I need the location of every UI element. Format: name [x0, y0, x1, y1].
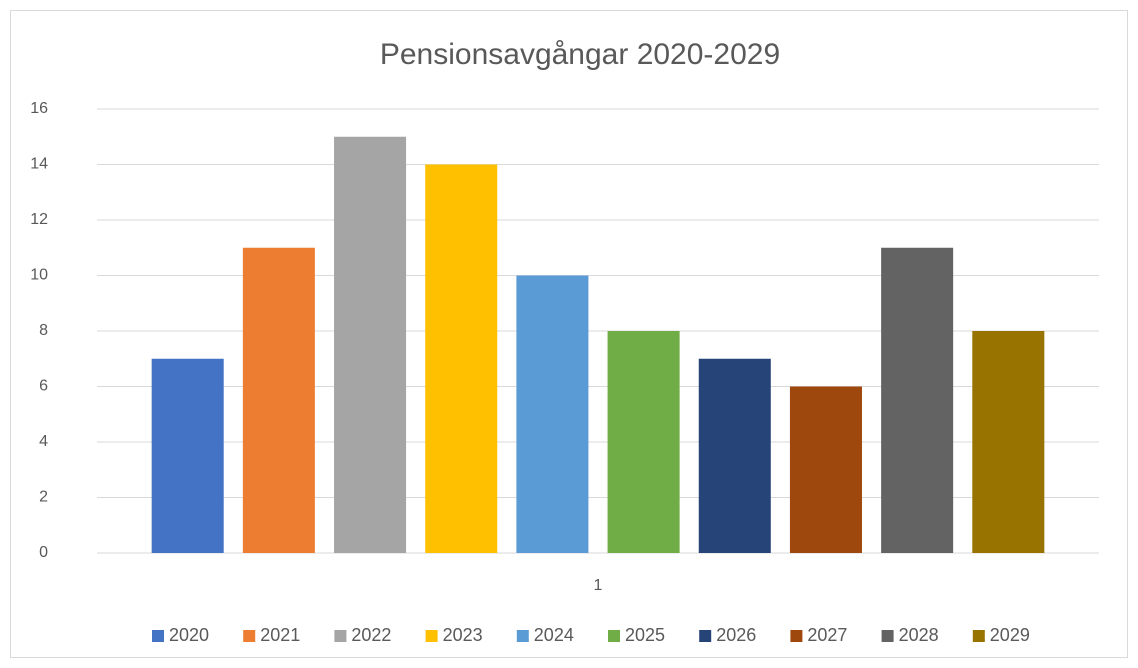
- legend-swatch: [516, 630, 529, 642]
- y-tick-label: 6: [39, 378, 48, 395]
- bar: [242, 247, 315, 553]
- bar: [881, 247, 954, 553]
- legend-swatch: [243, 630, 256, 642]
- bar: [972, 331, 1045, 553]
- y-tick-label: 8: [39, 322, 48, 339]
- legend-swatch: [608, 630, 620, 642]
- y-tick-label: 0: [39, 544, 48, 561]
- legend-swatch: [152, 630, 164, 642]
- legend-label: 2023: [443, 625, 483, 645]
- legend-label: 2025: [625, 625, 665, 645]
- legend-label: 2027: [807, 625, 847, 645]
- legend-swatch: [699, 630, 712, 642]
- legend-label: 2028: [899, 625, 939, 645]
- legend-label: 2021: [260, 625, 300, 645]
- legend-swatch: [334, 630, 347, 642]
- bar: [334, 136, 407, 553]
- bar: [698, 358, 771, 553]
- legend-swatch: [425, 630, 438, 642]
- legend-label: 2024: [534, 625, 574, 645]
- legend-label: 2029: [990, 625, 1030, 645]
- y-tick-label: 4: [39, 433, 48, 450]
- legend-label: 2022: [351, 625, 391, 645]
- y-tick-label: 12: [30, 211, 48, 228]
- bar: [789, 386, 862, 553]
- y-tick-label: 14: [30, 156, 48, 173]
- y-tick-label: 10: [30, 267, 48, 284]
- legend-swatch: [972, 630, 985, 642]
- bar: [607, 331, 680, 553]
- legend-label: 2026: [716, 625, 756, 645]
- chart-title: Pensionsavgångar 2020-2029: [380, 38, 780, 71]
- x-tick-label: 1: [594, 577, 603, 594]
- bar: [516, 275, 589, 553]
- y-tick-label: 2: [39, 489, 48, 506]
- y-tick-label: 16: [30, 100, 48, 117]
- legend-swatch: [881, 630, 894, 642]
- bar: [151, 358, 224, 553]
- legend-swatch: [790, 630, 803, 642]
- legend-label: 2020: [169, 625, 209, 645]
- bar: [425, 164, 498, 553]
